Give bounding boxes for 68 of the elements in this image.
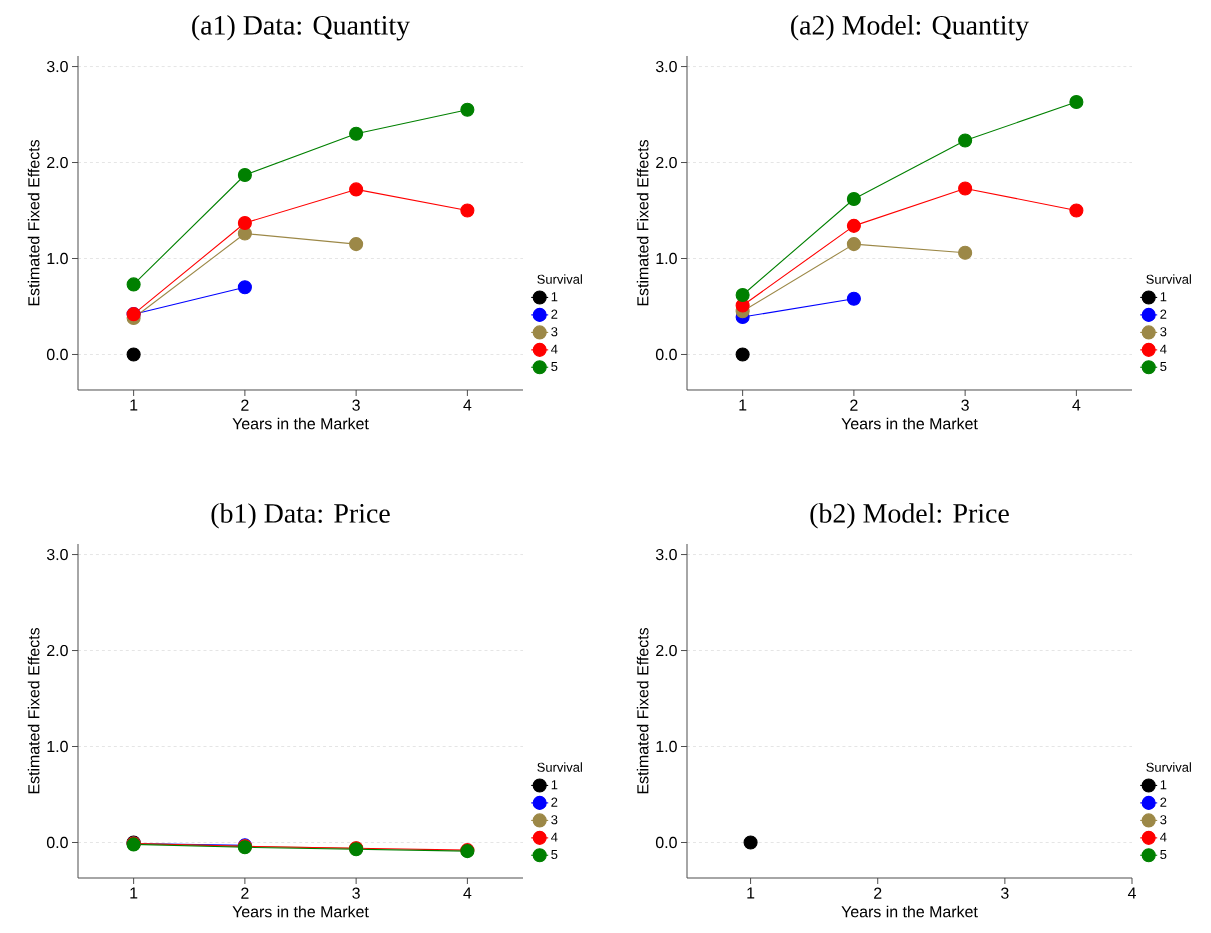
x-tick-label: 4 [463, 887, 472, 899]
x-tick-label: 1 [130, 399, 138, 411]
legend-label: 3 [551, 815, 558, 825]
y-tick-label: 1.0 [656, 252, 677, 265]
y-tick-label: 3.0 [46, 548, 68, 561]
y-tick-label: 0.0 [46, 348, 68, 361]
x-axis-title: Years in the Market [841, 417, 978, 430]
legend-label: 2 [1160, 797, 1167, 807]
y-tick-label: 1.0 [656, 740, 677, 753]
y-axis-title: Estimated Fixed Effects [636, 140, 649, 306]
x-tick-label: 4 [463, 399, 472, 411]
y-tick-label: 2.0 [656, 644, 677, 657]
y-axis-title: Estimated Fixed Effects [27, 140, 40, 306]
y-tick-label: 3.0 [46, 60, 68, 73]
y-tick-label: 3.0 [655, 60, 677, 73]
x-tick-label: 2 [874, 887, 882, 899]
y-tick-label: 0.0 [655, 348, 677, 361]
legend-label: 2 [551, 797, 558, 807]
legend-label: 5 [551, 362, 558, 372]
legend-label: 1 [1160, 780, 1167, 790]
y-tick-label: 1.0 [47, 740, 68, 753]
y-tick-label: 0.0 [655, 836, 677, 849]
x-tick-label: 3 [352, 399, 360, 411]
x-tick-label: 1 [739, 399, 747, 411]
x-tick-label: 4 [1127, 887, 1136, 899]
legend-label: 3 [551, 327, 558, 337]
legend-label: 3 [1160, 815, 1167, 825]
legend-label: 4 [1160, 344, 1167, 354]
x-tick-label: 4 [1072, 399, 1081, 411]
x-tick-label: 2 [850, 399, 858, 411]
chart-title: (a2) Model: Quantity [791, 15, 1030, 41]
x-axis-title: Years in the Market [232, 905, 369, 918]
legend-label: 5 [1160, 850, 1167, 860]
x-tick-label: 1 [130, 887, 138, 899]
legend-label: 2 [551, 309, 558, 319]
y-tick-label: 1.0 [47, 252, 68, 265]
legend-label: 5 [1160, 362, 1167, 372]
legend-label: 1 [551, 780, 558, 790]
chart-title: (a1) Data: Quantity [192, 15, 411, 41]
x-tick-label: 3 [1001, 887, 1009, 899]
y-tick-label: 2.0 [656, 156, 677, 169]
legend-label: 3 [1160, 327, 1167, 337]
legend-title: Survival [1146, 762, 1191, 772]
legend-label: 4 [1160, 832, 1167, 842]
legend-title: Survival [537, 274, 582, 284]
y-tick-label: 2.0 [47, 644, 68, 657]
legend-label: 1 [551, 292, 558, 302]
y-tick-label: 2.0 [47, 156, 68, 169]
y-axis-title: Estimated Fixed Effects [636, 628, 649, 794]
x-tick-label: 2 [241, 887, 249, 899]
legend-title: Survival [1146, 274, 1191, 284]
y-tick-label: 0.0 [46, 836, 68, 849]
x-tick-label: 3 [352, 887, 360, 899]
legend-label: 4 [551, 832, 558, 842]
legend-label: 2 [1160, 309, 1167, 319]
legend-label: 1 [1160, 292, 1167, 302]
x-tick-label: 3 [961, 399, 969, 411]
legend-label: 4 [551, 344, 558, 354]
x-axis-title: Years in the Market [841, 905, 978, 918]
x-tick-label: 2 [241, 399, 249, 411]
legend-title: Survival [537, 762, 582, 772]
y-axis-title: Estimated Fixed Effects [27, 628, 40, 794]
x-axis-title: Years in the Market [232, 417, 369, 430]
x-tick-label: 1 [747, 887, 755, 899]
chart-title: (b2) Model: Price [810, 503, 1009, 529]
chart-title: (b1) Data: Price [211, 503, 390, 529]
y-tick-label: 3.0 [655, 548, 677, 561]
legend-label: 5 [551, 850, 558, 860]
